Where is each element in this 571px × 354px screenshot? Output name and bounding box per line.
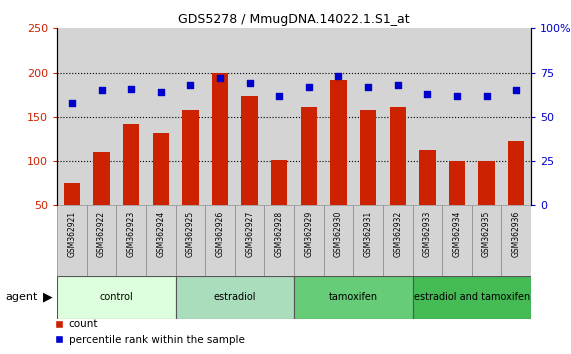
Bar: [152, 133, 169, 205]
Bar: [176, 276, 294, 319]
Point: [304, 84, 313, 90]
Text: tamoxifen: tamoxifen: [329, 292, 378, 302]
Bar: [412, 205, 442, 276]
Bar: [442, 28, 472, 205]
Bar: [57, 28, 87, 205]
Bar: [205, 205, 235, 276]
Bar: [87, 205, 116, 276]
Bar: [264, 205, 294, 276]
Text: GSM362922: GSM362922: [97, 211, 106, 257]
Bar: [389, 107, 406, 205]
Text: GSM362921: GSM362921: [67, 211, 77, 257]
Bar: [264, 28, 294, 205]
Point: [186, 82, 195, 88]
Point: [67, 100, 77, 105]
Text: GSM362923: GSM362923: [127, 211, 136, 257]
Bar: [146, 28, 176, 205]
Point: [452, 93, 461, 98]
Text: GSM362931: GSM362931: [364, 211, 373, 257]
Bar: [501, 205, 531, 276]
Point: [275, 93, 284, 98]
Bar: [353, 28, 383, 205]
Bar: [212, 74, 228, 205]
Bar: [501, 28, 531, 205]
Text: GSM362936: GSM362936: [512, 211, 521, 257]
Bar: [64, 183, 80, 205]
Bar: [271, 160, 287, 205]
Text: GSM362934: GSM362934: [452, 211, 461, 257]
Legend: count, percentile rank within the sample: count, percentile rank within the sample: [51, 315, 248, 349]
Point: [127, 86, 136, 91]
Point: [393, 82, 403, 88]
Bar: [116, 28, 146, 205]
Text: ▶: ▶: [43, 291, 53, 304]
Bar: [324, 205, 353, 276]
Bar: [116, 205, 146, 276]
Text: GSM362929: GSM362929: [304, 211, 313, 257]
Text: GSM362925: GSM362925: [186, 211, 195, 257]
Bar: [478, 161, 494, 205]
Text: GSM362926: GSM362926: [215, 211, 224, 257]
Text: GSM362928: GSM362928: [275, 211, 284, 257]
Bar: [94, 152, 110, 205]
Point: [215, 75, 224, 81]
Bar: [472, 28, 501, 205]
Bar: [176, 28, 205, 205]
Bar: [205, 28, 235, 205]
Point: [245, 80, 254, 86]
Point: [156, 89, 166, 95]
Text: GSM362924: GSM362924: [156, 211, 165, 257]
Bar: [57, 276, 176, 319]
Bar: [182, 110, 199, 205]
Text: estradiol and tamoxifen: estradiol and tamoxifen: [413, 292, 530, 302]
Text: control: control: [99, 292, 133, 302]
Bar: [235, 28, 264, 205]
Text: GSM362930: GSM362930: [334, 211, 343, 257]
Bar: [442, 205, 472, 276]
Bar: [360, 110, 376, 205]
Bar: [331, 80, 347, 205]
Text: GSM362935: GSM362935: [482, 211, 491, 257]
Bar: [412, 276, 531, 319]
Bar: [176, 205, 205, 276]
Text: estradiol: estradiol: [214, 292, 256, 302]
Bar: [383, 205, 412, 276]
Title: GDS5278 / MmugDNA.14022.1.S1_at: GDS5278 / MmugDNA.14022.1.S1_at: [178, 13, 410, 26]
Bar: [353, 205, 383, 276]
Bar: [383, 28, 412, 205]
Bar: [294, 276, 412, 319]
Point: [482, 93, 491, 98]
Point: [423, 91, 432, 97]
Text: GSM362927: GSM362927: [245, 211, 254, 257]
Bar: [449, 161, 465, 205]
Bar: [412, 28, 442, 205]
Bar: [324, 28, 353, 205]
Bar: [235, 205, 264, 276]
Bar: [508, 141, 524, 205]
Text: GSM362932: GSM362932: [393, 211, 402, 257]
Bar: [419, 149, 436, 205]
Point: [512, 87, 521, 93]
Bar: [472, 205, 501, 276]
Bar: [146, 205, 176, 276]
Bar: [242, 97, 258, 205]
Bar: [123, 124, 139, 205]
Bar: [294, 28, 324, 205]
Point: [97, 87, 106, 93]
Text: agent: agent: [6, 292, 38, 302]
Bar: [87, 28, 116, 205]
Bar: [57, 205, 87, 276]
Bar: [294, 205, 324, 276]
Text: GSM362933: GSM362933: [423, 211, 432, 257]
Point: [334, 73, 343, 79]
Bar: [301, 107, 317, 205]
Point: [364, 84, 373, 90]
